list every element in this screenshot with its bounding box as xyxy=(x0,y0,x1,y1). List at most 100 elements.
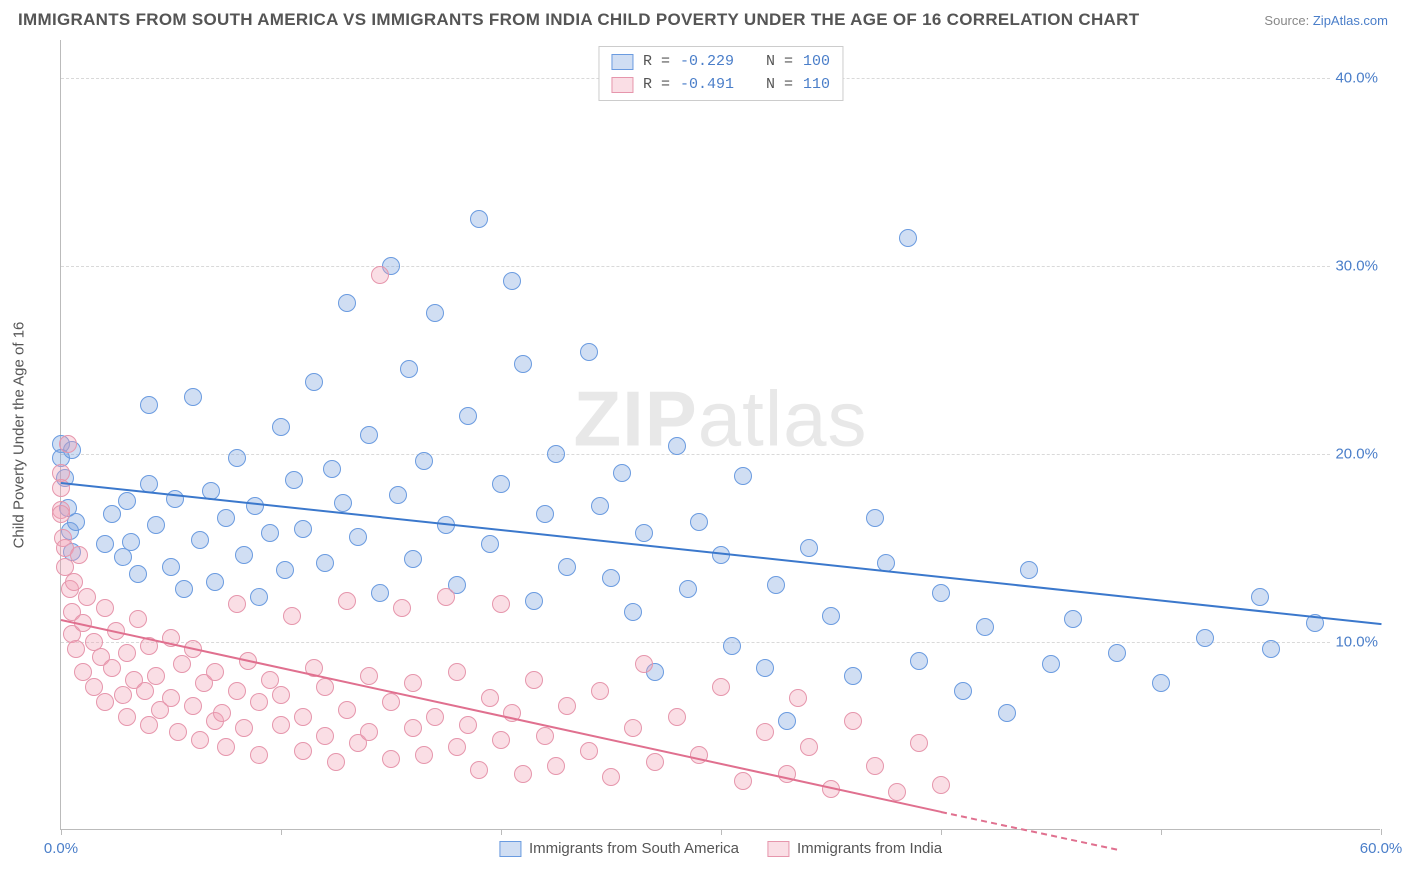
data-point xyxy=(250,588,268,606)
data-point xyxy=(558,558,576,576)
data-point xyxy=(558,697,576,715)
data-point xyxy=(976,618,994,636)
data-point xyxy=(118,644,136,662)
data-point xyxy=(679,580,697,598)
stats-legend-row: R =-0.491N =110 xyxy=(611,74,830,97)
data-point xyxy=(998,704,1016,722)
x-tick xyxy=(281,829,282,835)
plot-area: Child Poverty Under the Age of 16 ZIPatl… xyxy=(60,40,1380,830)
r-value: -0.491 xyxy=(680,74,734,97)
data-point xyxy=(191,731,209,749)
data-point xyxy=(78,588,96,606)
data-point xyxy=(932,776,950,794)
data-point xyxy=(217,738,235,756)
legend-swatch xyxy=(611,77,633,93)
data-point xyxy=(118,708,136,726)
data-point xyxy=(800,539,818,557)
source-label: Source: xyxy=(1264,13,1309,28)
data-point xyxy=(96,535,114,553)
trend-line xyxy=(61,619,941,813)
data-point xyxy=(899,229,917,247)
data-point xyxy=(514,355,532,373)
data-point xyxy=(250,746,268,764)
r-label: R = xyxy=(643,51,670,74)
data-point xyxy=(525,592,543,610)
data-point xyxy=(734,467,752,485)
data-point xyxy=(96,599,114,617)
data-point xyxy=(525,671,543,689)
data-point xyxy=(547,445,565,463)
data-point xyxy=(1108,644,1126,662)
x-tick xyxy=(1381,829,1382,835)
data-point xyxy=(316,678,334,696)
data-point xyxy=(492,475,510,493)
data-point xyxy=(778,712,796,730)
data-point xyxy=(459,407,477,425)
y-axis-title: Child Poverty Under the Age of 16 xyxy=(11,321,28,548)
data-point xyxy=(316,554,334,572)
n-label: N = xyxy=(766,51,793,74)
data-point xyxy=(426,304,444,322)
data-point xyxy=(756,659,774,677)
data-point xyxy=(404,550,422,568)
legend-swatch xyxy=(611,54,633,70)
data-point xyxy=(129,565,147,583)
data-point xyxy=(206,573,224,591)
data-point xyxy=(103,659,121,677)
n-value: 100 xyxy=(803,51,830,74)
data-point xyxy=(316,727,334,745)
data-point xyxy=(866,757,884,775)
data-point xyxy=(1020,561,1038,579)
data-point xyxy=(536,727,554,745)
data-point xyxy=(272,716,290,734)
data-point xyxy=(844,667,862,685)
data-point xyxy=(140,716,158,734)
data-point xyxy=(415,452,433,470)
data-point xyxy=(888,783,906,801)
data-point xyxy=(536,505,554,523)
data-point xyxy=(602,768,620,786)
data-point xyxy=(668,708,686,726)
data-point xyxy=(147,667,165,685)
data-point xyxy=(228,449,246,467)
data-point xyxy=(1262,640,1280,658)
data-point xyxy=(382,693,400,711)
source-link[interactable]: ZipAtlas.com xyxy=(1313,13,1388,28)
data-point xyxy=(393,599,411,617)
source-credit: Source: ZipAtlas.com xyxy=(1264,13,1388,28)
data-point xyxy=(162,558,180,576)
data-point xyxy=(800,738,818,756)
data-point xyxy=(360,723,378,741)
data-point xyxy=(327,753,345,771)
data-point xyxy=(173,655,191,673)
gridline xyxy=(61,266,1380,267)
data-point xyxy=(712,678,730,696)
data-point xyxy=(668,437,686,455)
data-point xyxy=(147,516,165,534)
data-point xyxy=(371,584,389,602)
data-point xyxy=(415,746,433,764)
y-tick-label: 30.0% xyxy=(1331,257,1382,274)
data-point xyxy=(635,655,653,673)
data-point xyxy=(756,723,774,741)
data-point xyxy=(492,731,510,749)
data-point xyxy=(844,712,862,730)
data-point xyxy=(712,546,730,564)
data-point xyxy=(613,464,631,482)
series-name: Immigrants from India xyxy=(797,840,942,857)
data-point xyxy=(1196,629,1214,647)
data-point xyxy=(591,497,609,515)
data-point xyxy=(349,528,367,546)
data-point xyxy=(426,708,444,726)
data-point xyxy=(382,750,400,768)
data-point xyxy=(67,640,85,658)
data-point xyxy=(65,573,83,591)
data-point xyxy=(246,497,264,515)
data-point xyxy=(470,761,488,779)
data-point xyxy=(404,674,422,692)
data-point xyxy=(602,569,620,587)
data-point xyxy=(283,607,301,625)
data-point xyxy=(70,546,88,564)
correlation-chart: Child Poverty Under the Age of 16 ZIPatl… xyxy=(60,40,1380,830)
x-tick-label: 0.0% xyxy=(44,840,78,857)
